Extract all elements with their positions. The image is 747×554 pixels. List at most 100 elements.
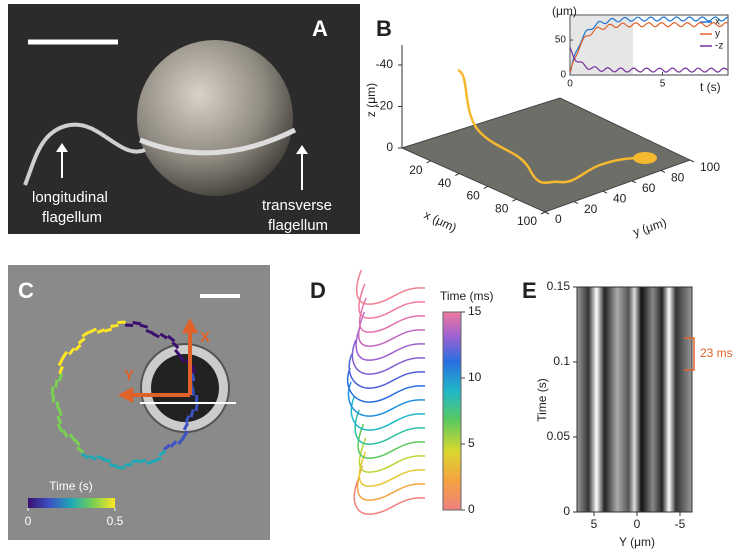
trajectory-segment xyxy=(151,332,160,339)
trajectory-segment xyxy=(169,440,178,448)
tick-label: 15 xyxy=(468,304,482,318)
waveform xyxy=(358,283,426,319)
arrow-head xyxy=(182,318,198,333)
trajectory-segment xyxy=(138,458,147,464)
trajectory-segment xyxy=(110,323,119,329)
trajectory-segment xyxy=(189,409,195,418)
cell xyxy=(151,354,219,422)
waveform xyxy=(350,395,426,431)
tick-label: 0 xyxy=(386,140,393,154)
axis-label: Y (μm) xyxy=(619,535,655,549)
colorbar xyxy=(28,498,115,508)
trajectory-segment xyxy=(76,446,85,454)
trajectory-segment xyxy=(54,379,59,388)
trajectory-segment xyxy=(177,436,185,445)
trajectory-segment xyxy=(55,401,60,410)
trajectory-segment xyxy=(158,449,167,457)
waveform xyxy=(346,367,426,403)
trajectory-segment xyxy=(60,350,69,360)
tick-label: -20 xyxy=(376,99,394,113)
trajectory-segment xyxy=(58,365,64,375)
trajectory-segment xyxy=(178,354,186,363)
waveform xyxy=(351,339,426,375)
trajectory-segment xyxy=(57,373,63,382)
trajectory-segment xyxy=(162,443,171,451)
tick-label: -40 xyxy=(376,57,394,71)
waveform xyxy=(355,269,426,305)
trajectory-segment xyxy=(96,328,106,334)
tick xyxy=(426,160,431,164)
inset-curve xyxy=(569,21,728,74)
trajectory-segment xyxy=(56,415,63,425)
inset-curve xyxy=(569,16,728,76)
arrow-head xyxy=(56,143,68,152)
tick-label: 20 xyxy=(584,202,598,216)
trajectory-segment xyxy=(67,347,76,356)
tick-label: 10 xyxy=(468,370,482,384)
trajectory-segment xyxy=(145,328,154,335)
tick-label: 40 xyxy=(438,176,452,190)
waveform xyxy=(347,381,426,417)
trajectory-segment xyxy=(57,407,63,417)
axis-label: x (μm) xyxy=(422,208,459,235)
tick-label: 80 xyxy=(671,171,685,185)
annotation: flagellum xyxy=(268,217,328,234)
annotation: 23 ms xyxy=(700,346,733,360)
tick xyxy=(512,198,517,202)
tick-label: 60 xyxy=(642,181,656,195)
trajectory-segment xyxy=(68,433,76,442)
tick xyxy=(602,190,608,194)
trajectory-segment xyxy=(74,343,82,352)
trajectory-segment xyxy=(57,357,65,367)
trajectory-segment xyxy=(73,438,81,447)
arrow-label: Y xyxy=(124,367,134,384)
waveform xyxy=(356,465,426,501)
arrow-head xyxy=(296,145,308,154)
waveform xyxy=(357,423,426,459)
tick xyxy=(454,173,460,177)
arrow-head xyxy=(118,387,133,403)
trajectory-segment xyxy=(139,323,149,329)
tick-label: 60 xyxy=(466,189,480,203)
kymograph xyxy=(576,286,693,513)
trajectory-segment xyxy=(182,422,190,431)
axis-label: t (s) xyxy=(700,80,721,94)
tick xyxy=(483,185,489,189)
transverse-flagellum xyxy=(139,127,297,156)
trajectory-segment xyxy=(181,430,189,439)
axis-label: Time (s) xyxy=(535,378,549,422)
colorbar-label: Time (ms) xyxy=(440,289,494,303)
trajectory-segment xyxy=(56,423,64,433)
trajectory xyxy=(457,68,643,184)
tick-label: 100 xyxy=(517,214,537,228)
tick-label: 20 xyxy=(409,163,423,177)
tick-label: 100 xyxy=(700,160,720,174)
tick-label: 80 xyxy=(495,201,509,215)
trajectory-segment xyxy=(80,452,90,460)
trajectory-segment xyxy=(132,321,142,326)
colorbar xyxy=(442,311,462,511)
trajectory-segment xyxy=(159,332,168,340)
colorbar-label: Time (s) xyxy=(49,479,93,493)
tick xyxy=(540,211,546,215)
trajectory-segment xyxy=(81,330,91,338)
tick-label: -5 xyxy=(675,517,686,531)
trajectory-segment xyxy=(131,459,140,464)
panel-label: E xyxy=(522,278,537,303)
waveform xyxy=(353,479,426,515)
axis-label: y (μm) xyxy=(631,215,668,239)
panel-label: A xyxy=(312,16,328,41)
inset-shade xyxy=(571,16,633,74)
waveform xyxy=(354,409,426,445)
tick-label: 0.5 xyxy=(107,514,124,528)
longitudinal-flagellum xyxy=(23,122,146,186)
waveform xyxy=(358,311,426,347)
trajectory-segment xyxy=(88,327,98,334)
panel-label: C xyxy=(18,278,34,303)
tick-label: 50 xyxy=(555,35,567,46)
waveform xyxy=(355,325,426,361)
tick xyxy=(689,159,695,163)
trajectory-segment xyxy=(96,454,105,461)
bracket xyxy=(684,337,695,371)
tick xyxy=(544,211,550,215)
